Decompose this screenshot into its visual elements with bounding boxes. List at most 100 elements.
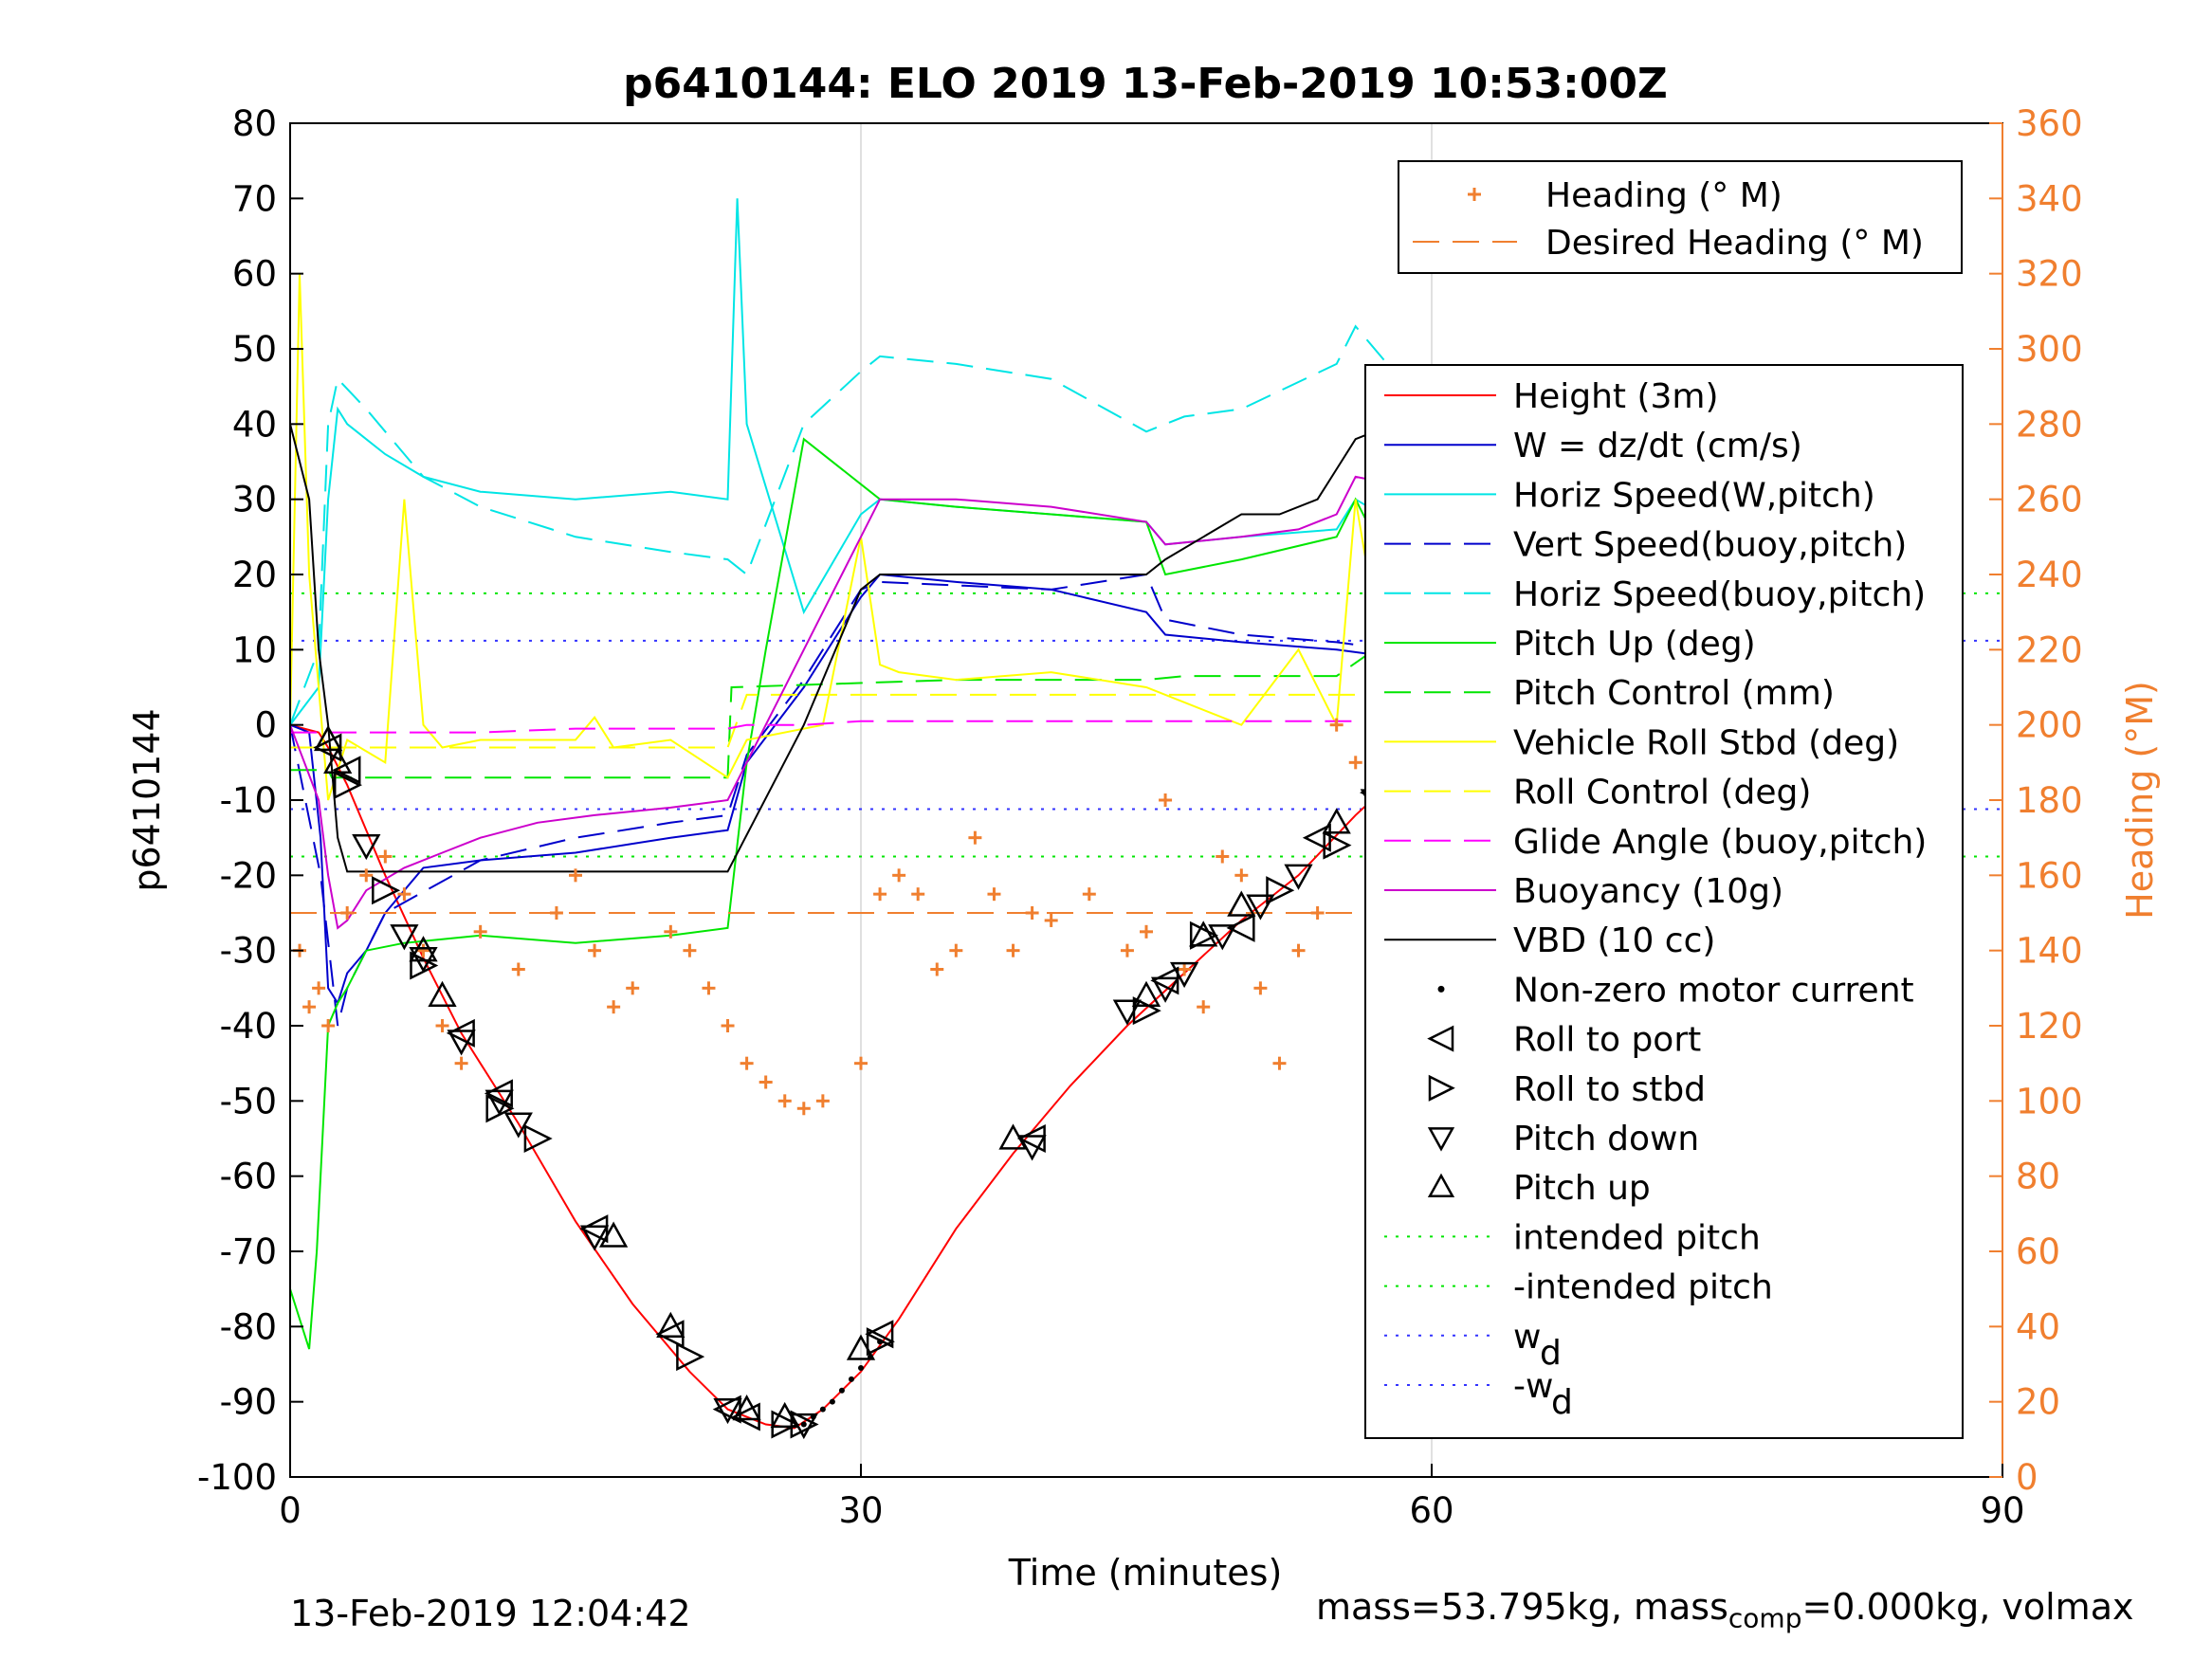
axis-ticks: 0 30 60 9080706050403020100-10-20-30-40-50-… xyxy=(197,103,2083,1531)
legend-subscript: d xyxy=(1551,1383,1573,1422)
heading-point xyxy=(1178,962,1192,976)
y-tick-label: 20 xyxy=(232,555,277,595)
y-tick-label: 50 xyxy=(232,329,277,370)
heading-point xyxy=(796,1102,811,1116)
heading-point xyxy=(1253,981,1268,995)
heading-point xyxy=(873,887,887,902)
marker-pitch-down xyxy=(1150,976,1180,1003)
legend-label: Non-zero motor current xyxy=(1513,971,1914,1010)
legend-label: Heading (° M) xyxy=(1545,176,1782,215)
legend-label: -w xyxy=(1513,1367,1553,1406)
motor-current-dot xyxy=(868,1354,874,1360)
marker-pitch-down xyxy=(1112,999,1143,1026)
heading-point xyxy=(987,887,1001,902)
y-tick-label: -100 xyxy=(197,1457,277,1498)
marker-pitch-up xyxy=(846,1334,876,1360)
legend-label: Vert Speed(buoy,pitch) xyxy=(1513,526,1907,565)
y-tick-label: -80 xyxy=(220,1306,277,1347)
mass-text-1: mass=53.795kg, mass xyxy=(1316,1586,1728,1628)
legend-label: Height (3m) xyxy=(1513,377,1719,416)
y-tick-label: 60 xyxy=(232,254,277,295)
motor-current-dot xyxy=(810,1413,816,1420)
marker-pitch-up xyxy=(1131,980,1161,1007)
legend-label: Pitch Up (deg) xyxy=(1513,625,1756,664)
heading-point xyxy=(1044,913,1058,927)
y2-tick-label: 340 xyxy=(2016,178,2083,219)
marker-roll-to-stbd xyxy=(866,1327,895,1357)
y2-tick-label: 60 xyxy=(2016,1231,2060,1272)
heading-point xyxy=(1348,756,1362,770)
footer-timestamp: 13-Feb-2019 12:04:42 xyxy=(290,1593,691,1634)
heading-point xyxy=(1329,718,1344,732)
x-axis-label: Time (minutes) xyxy=(1008,1552,1283,1594)
y-axis-label: p6410144 xyxy=(126,708,168,891)
heading-point xyxy=(1272,1056,1287,1070)
marker-pitch-down xyxy=(579,1225,610,1251)
legend-label: VBD (10 cc) xyxy=(1513,921,1715,960)
legend-label: Pitch up xyxy=(1513,1169,1651,1208)
y2-tick-label: 20 xyxy=(2016,1382,2060,1423)
heading-point xyxy=(569,868,582,883)
heading-point xyxy=(740,1056,754,1070)
marker-roll-to-stbd xyxy=(790,1410,819,1439)
heading-point xyxy=(1216,849,1230,864)
marker-roll-to-stbd xyxy=(1323,830,1352,860)
y2-tick-label: 200 xyxy=(2016,705,2083,746)
heading-point xyxy=(1025,906,1039,920)
marker-pitch-up xyxy=(428,980,457,1007)
y-tick-label: 10 xyxy=(232,629,277,670)
legend-label: -intended pitch xyxy=(1513,1268,1773,1307)
marker-pitch-up xyxy=(656,1311,686,1338)
legend-label: Desired Heading (° M) xyxy=(1545,224,1924,263)
y-tick-label: -10 xyxy=(220,780,277,821)
legend-swatch-heading xyxy=(1468,188,1481,201)
marker-pitch-down xyxy=(1169,961,1199,989)
series-pitch-up-deg xyxy=(290,437,1452,1350)
y-tick-label: 30 xyxy=(232,480,277,520)
heading-point xyxy=(1197,1000,1211,1014)
heading-point xyxy=(607,1000,621,1014)
heading-point xyxy=(1140,924,1153,939)
marker-roll-to-port xyxy=(1302,823,1331,852)
heading-point xyxy=(378,849,393,864)
heading-point xyxy=(454,1056,468,1070)
y-tick-label: -60 xyxy=(220,1157,277,1197)
y-tick-label: 80 xyxy=(232,103,277,144)
marker-pitch-up xyxy=(1227,890,1256,917)
y2-tick-label: 120 xyxy=(2016,1006,2083,1047)
heading-point xyxy=(626,981,640,995)
marker-pitch-down xyxy=(1284,864,1313,890)
legend-subscript: d xyxy=(1540,1334,1562,1373)
heading-point xyxy=(359,868,374,883)
y2-tick-label: 140 xyxy=(2016,931,2083,972)
y-tick-label: -50 xyxy=(220,1081,277,1121)
legend-label: Roll to stbd xyxy=(1513,1070,1706,1109)
heading-point xyxy=(854,1056,868,1070)
heading-point xyxy=(759,1075,773,1089)
heading-point xyxy=(321,1019,336,1032)
heading-point xyxy=(721,1019,735,1032)
legend-label: Horiz Speed(W,pitch) xyxy=(1513,476,1875,515)
marker-pitch-up xyxy=(998,1123,1028,1150)
x-tick-label: 60 xyxy=(1409,1490,1453,1531)
motor-current-dot xyxy=(838,1387,845,1394)
heading-point xyxy=(1291,943,1306,957)
y2-tick-label: 40 xyxy=(2016,1306,2060,1347)
heading-point xyxy=(1159,793,1173,807)
y2-tick-label: 100 xyxy=(2016,1081,2083,1121)
legend-label: Glide Angle (buoy,pitch) xyxy=(1513,823,1927,862)
legend-swatch-dot xyxy=(1437,985,1445,993)
legend-label: intended pitch xyxy=(1513,1218,1761,1257)
marker-roll-to-stbd xyxy=(523,1123,553,1154)
series-buoyancy-10g xyxy=(290,475,1452,930)
heading-point xyxy=(1082,887,1096,902)
heading-point xyxy=(892,868,906,883)
series-horiz-speed-buoy-pitch xyxy=(290,324,1452,726)
y2-axis-label: Heading (°M) xyxy=(2119,681,2161,920)
marker-pitch-up xyxy=(409,936,438,962)
y-tick-label: 0 xyxy=(254,705,277,746)
legend-label: Buoyancy (10g) xyxy=(1513,872,1783,911)
y2-tick-label: 80 xyxy=(2016,1157,2060,1197)
heading-point xyxy=(968,830,982,845)
